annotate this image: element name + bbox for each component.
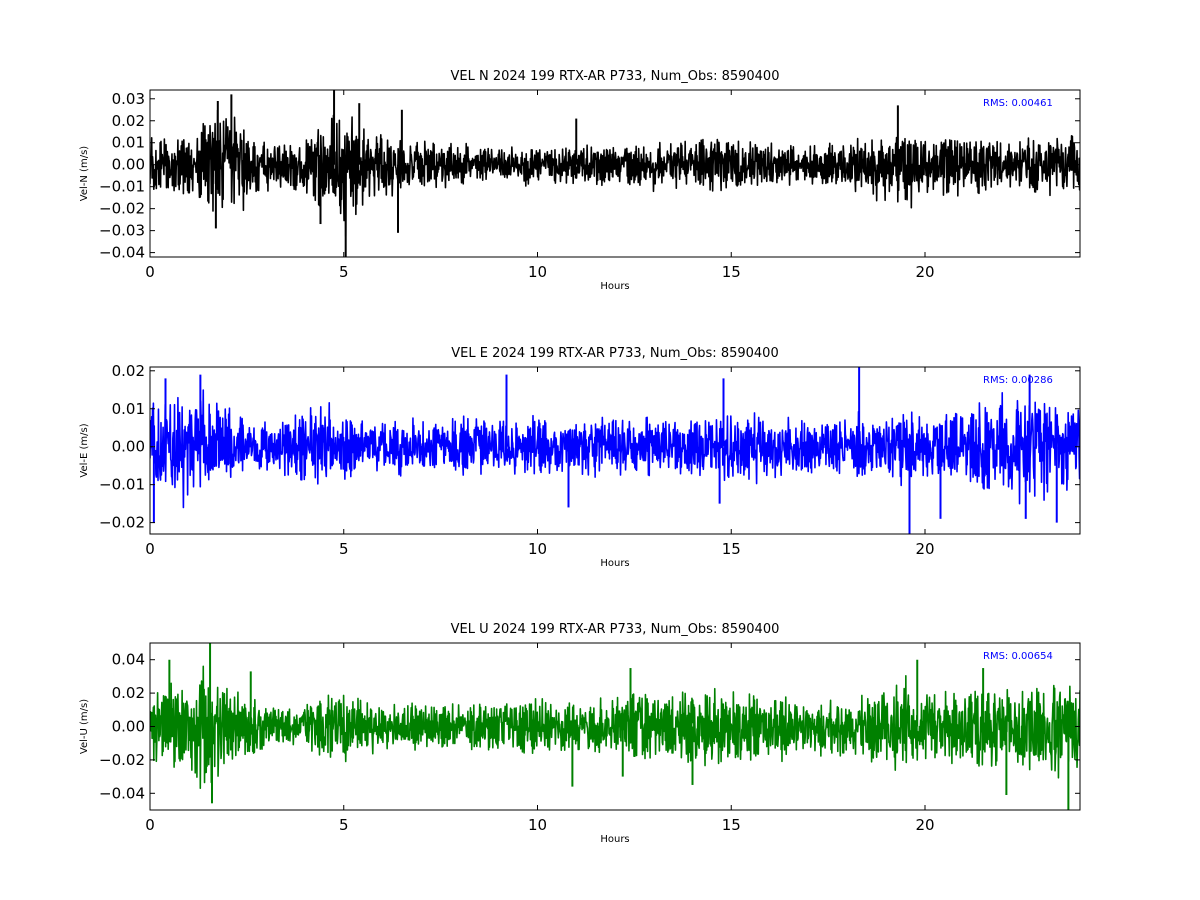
y-tick-label-vel-e-4: 0.02: [112, 362, 145, 380]
x-tick-label-vel-u-3: 15: [722, 816, 741, 834]
x-tick-label-vel-e-3: 15: [722, 540, 741, 558]
x-tick-label-vel-n-0: 0: [145, 263, 155, 281]
x-tick-label-vel-e-4: 20: [915, 540, 934, 558]
chart-title-vel-u: VEL U 2024 199 RTX-AR P733, Num_Obs: 859…: [451, 622, 780, 637]
x-tick-label-vel-u-2: 10: [528, 816, 547, 834]
x-tick-label-vel-n-4: 20: [915, 263, 934, 281]
y-tick-label-vel-n-4: 0.00: [112, 156, 145, 174]
rms-annotation-vel-e: RMS: 0.00286: [983, 375, 1053, 386]
x-axis-label-vel-e: Hours: [600, 558, 629, 569]
x-tick-label-vel-u-0: 0: [145, 816, 155, 834]
chart-title-vel-n: VEL N 2024 199 RTX-AR P733, Num_Obs: 859…: [451, 69, 780, 84]
y-tick-label-vel-n-0: −0.04: [99, 244, 145, 262]
x-axis-label-vel-u: Hours: [600, 834, 629, 845]
series-line-vel-u: [150, 665, 1080, 790]
x-tick-label-vel-n-2: 10: [528, 263, 547, 281]
y-tick-label-vel-e-2: 0.00: [112, 438, 145, 456]
y-tick-label-vel-e-3: 0.01: [112, 400, 145, 418]
x-tick-label-vel-u-1: 5: [339, 816, 349, 834]
chart-title-vel-e: VEL E 2024 199 RTX-AR P733, Num_Obs: 859…: [451, 346, 778, 361]
rms-annotation-vel-n: RMS: 0.00461: [983, 98, 1053, 109]
y-tick-label-vel-e-1: −0.01: [99, 476, 145, 494]
y-axis-label-vel-e: Vel-E (m/s): [79, 423, 90, 477]
panel-vel-u: 0 5 10 15 20 −0.04 −0.02 0.00 0.02 0.04 VEL U 2024…: [79, 622, 1081, 845]
x-tick-label-vel-u-4: 20: [915, 816, 934, 834]
axes-frame-vel-n: [149, 89, 1081, 258]
x-tick-label-vel-e-2: 10: [528, 540, 547, 558]
y-tick-label-vel-e-0: −0.02: [99, 514, 145, 532]
y-tick-label-vel-n-6: 0.02: [112, 112, 145, 130]
y-axis-label-vel-u: Vel-U (m/s): [79, 699, 90, 754]
y-tick-label-vel-u-2: 0.00: [112, 718, 145, 736]
y-tick-label-vel-u-4: 0.04: [112, 651, 145, 669]
y-axis-label-vel-n: Vel-N (m/s): [79, 146, 90, 201]
axes-frame-vel-e: [149, 366, 1081, 535]
y-tick-label-vel-u-0: −0.04: [99, 784, 145, 802]
y-tick-label-vel-n-5: 0.01: [112, 134, 145, 152]
y-tick-label-vel-n-2: −0.02: [99, 200, 145, 218]
series-line-vel-n: [150, 109, 1080, 238]
y-tick-label-vel-n-3: −0.01: [99, 178, 145, 196]
y-tick-label-vel-n-1: −0.03: [99, 222, 145, 240]
x-tick-label-vel-n-1: 5: [339, 263, 349, 281]
series-line-vel-e: [150, 389, 1080, 509]
rms-annotation-vel-u: RMS: 0.00654: [983, 651, 1053, 662]
y-tick-label-vel-n-7: 0.03: [112, 90, 145, 108]
panel-vel-e: 0 5 10 15 20 −0.02 −0.01 0.00 0.01 0.02 VEL E 2024…: [79, 346, 1081, 569]
y-tick-label-vel-u-3: 0.02: [112, 684, 145, 702]
x-tick-label-vel-e-0: 0: [145, 540, 155, 558]
x-axis-label-vel-n: Hours: [600, 281, 629, 292]
y-tick-label-vel-u-1: −0.02: [99, 751, 145, 769]
x-tick-label-vel-n-3: 15: [722, 263, 741, 281]
x-tick-label-vel-e-1: 5: [339, 540, 349, 558]
panel-vel-n: 0 5 10 15 20 −0.04 −0.03 −0.02 −0.01 0.00 0.01 0.02…: [79, 69, 1081, 292]
